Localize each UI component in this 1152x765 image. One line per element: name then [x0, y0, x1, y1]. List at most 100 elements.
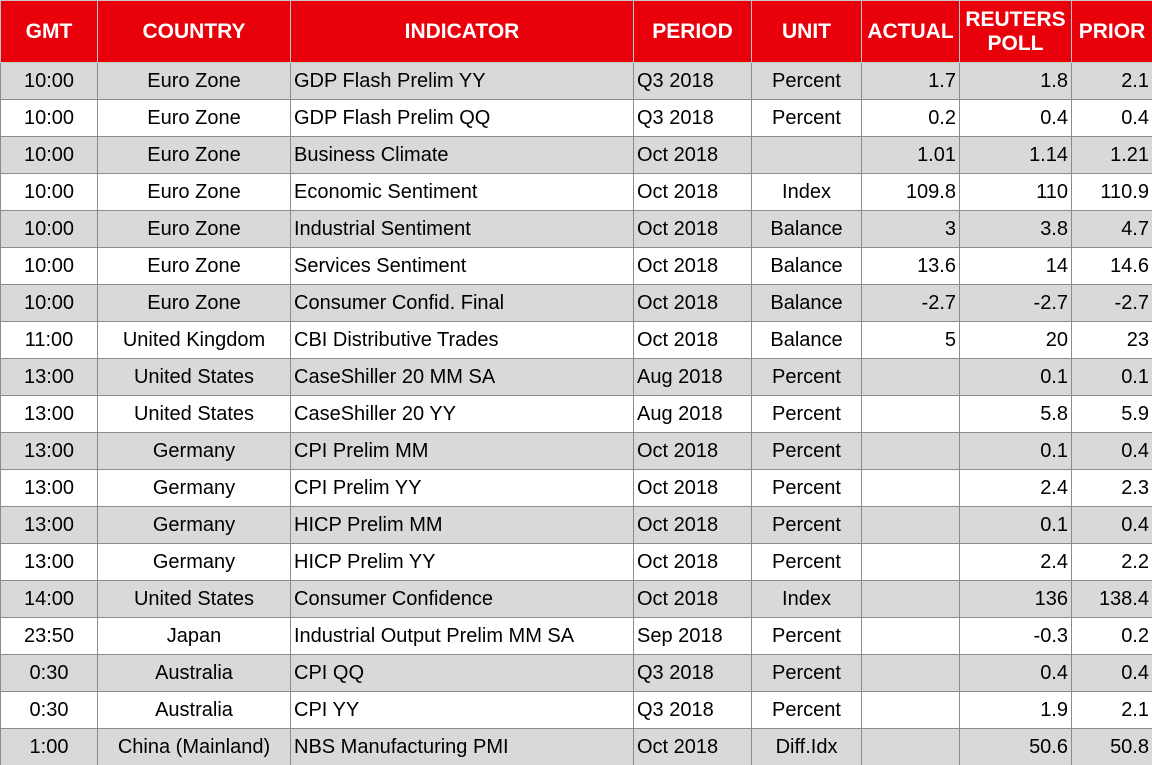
table-cell: 0.2 — [861, 99, 960, 137]
table-cell: 0.4 — [1071, 654, 1152, 692]
table-cell: China (Mainland) — [97, 728, 291, 765]
table-cell: Diff.Idx — [751, 728, 862, 765]
table-cell — [861, 728, 960, 765]
table-cell: 13:00 — [0, 432, 98, 470]
table-cell: 4.7 — [1071, 210, 1152, 248]
table-cell: 0.1 — [959, 432, 1072, 470]
table-cell: 5.9 — [1071, 395, 1152, 433]
table-cell: Oct 2018 — [633, 247, 752, 285]
table-cell: Percent — [751, 99, 862, 137]
table-cell: 10:00 — [0, 284, 98, 322]
table-cell: 0.2 — [1071, 617, 1152, 655]
table-cell: Balance — [751, 284, 862, 322]
table-cell: Percent — [751, 654, 862, 692]
table-cell: 10:00 — [0, 247, 98, 285]
table-cell: 5.8 — [959, 395, 1072, 433]
column-header: PERIOD — [633, 0, 752, 63]
table-cell: Australia — [97, 654, 291, 692]
table-row: 13:00 Germany CPI Prelim MM Oct 2018 Percent… — [0, 432, 1152, 470]
column-header: PRIOR — [1071, 0, 1152, 63]
table-row: 10:00 Euro Zone Services Sentiment Oct 2018… — [0, 247, 1152, 285]
table-cell — [751, 136, 862, 174]
column-header: REUTERS POLL — [959, 0, 1072, 63]
table-cell: HICP Prelim MM — [290, 506, 634, 544]
table-cell: CaseShiller 20 YY — [290, 395, 634, 433]
table-cell: Euro Zone — [97, 210, 291, 248]
table-cell: 10:00 — [0, 136, 98, 174]
table-cell: 138.4 — [1071, 580, 1152, 618]
table-body: 10:00 Euro Zone GDP Flash Prelim YY Q3 2018… — [0, 62, 1152, 765]
table-row: 13:00 Germany HICP Prelim MM Oct 2018 Percen… — [0, 506, 1152, 544]
table-cell: NBS Manufacturing PMI — [290, 728, 634, 765]
table-cell: United Kingdom — [97, 321, 291, 359]
table-cell: Germany — [97, 506, 291, 544]
table-cell: Balance — [751, 321, 862, 359]
table-cell: 3.8 — [959, 210, 1072, 248]
table-cell: Percent — [751, 395, 862, 433]
table-cell: Germany — [97, 543, 291, 581]
table-cell: Q3 2018 — [633, 62, 752, 100]
table-cell: Index — [751, 580, 862, 618]
table-cell: Australia — [97, 691, 291, 729]
table-cell: Consumer Confid. Final — [290, 284, 634, 322]
table-cell: Percent — [751, 469, 862, 507]
table-cell: Economic Sentiment — [290, 173, 634, 211]
table-row: 10:00 Euro Zone Consumer Confid. Final Oct … — [0, 284, 1152, 322]
table-cell: Euro Zone — [97, 99, 291, 137]
table-cell: 2.1 — [1071, 62, 1152, 100]
table-row: 11:00 United Kingdom CBI Distributive Trad… — [0, 321, 1152, 359]
table-cell: Balance — [751, 210, 862, 248]
table-cell: Oct 2018 — [633, 506, 752, 544]
table-cell: Index — [751, 173, 862, 211]
table-cell — [861, 432, 960, 470]
table-cell: Oct 2018 — [633, 136, 752, 174]
table-cell: Oct 2018 — [633, 284, 752, 322]
table-cell: 0.4 — [1071, 506, 1152, 544]
table-cell: CPI YY — [290, 691, 634, 729]
table-row: 23:50 Japan Industrial Output Prelim MM SA… — [0, 617, 1152, 655]
table-cell: 0.1 — [1071, 358, 1152, 396]
table-cell: 10:00 — [0, 62, 98, 100]
table-cell: 50.8 — [1071, 728, 1152, 765]
table-cell: 23:50 — [0, 617, 98, 655]
table-cell: 0.1 — [959, 358, 1072, 396]
table-cell: Percent — [751, 617, 862, 655]
table-cell: Euro Zone — [97, 136, 291, 174]
table-cell: HICP Prelim YY — [290, 543, 634, 581]
table-cell: Euro Zone — [97, 173, 291, 211]
table-cell: 50.6 — [959, 728, 1072, 765]
table-cell: 13:00 — [0, 395, 98, 433]
table-cell: 2.4 — [959, 469, 1072, 507]
table-cell: 13:00 — [0, 506, 98, 544]
table-row: 14:00 United States Consumer Confidence Oct… — [0, 580, 1152, 618]
table-cell: -0.3 — [959, 617, 1072, 655]
table-cell: Q3 2018 — [633, 99, 752, 137]
table-cell: 0.4 — [1071, 432, 1152, 470]
table-cell: 0.1 — [959, 506, 1072, 544]
table-cell: CaseShiller 20 MM SA — [290, 358, 634, 396]
table-cell: 13:00 — [0, 469, 98, 507]
table-cell: 1:00 — [0, 728, 98, 765]
table-row: 10:00 Euro Zone Economic Sentiment Oct 2018… — [0, 173, 1152, 211]
table-row: 0:30 Australia CPI QQ Q3 2018 Percent 0.4 0.4 — [0, 654, 1152, 692]
table-cell: Germany — [97, 469, 291, 507]
table-cell: Oct 2018 — [633, 728, 752, 765]
table-cell: 1.21 — [1071, 136, 1152, 174]
table-cell: 2.2 — [1071, 543, 1152, 581]
table-cell: 13:00 — [0, 358, 98, 396]
table-cell: CPI Prelim MM — [290, 432, 634, 470]
table-cell: GDP Flash Prelim YY — [290, 62, 634, 100]
table-cell: Oct 2018 — [633, 173, 752, 211]
table-cell — [861, 358, 960, 396]
table-cell: Consumer Confidence — [290, 580, 634, 618]
table-cell: Aug 2018 — [633, 358, 752, 396]
table-cell: 0:30 — [0, 654, 98, 692]
table-cell: 1.9 — [959, 691, 1072, 729]
table-cell: Oct 2018 — [633, 543, 752, 581]
column-header: INDICATOR — [290, 0, 634, 63]
table-cell: Euro Zone — [97, 247, 291, 285]
table-cell: 109.8 — [861, 173, 960, 211]
table-cell: 5 — [861, 321, 960, 359]
table-cell: Germany — [97, 432, 291, 470]
table-row: 1:00 China (Mainland) NBS Manufacturing PM… — [0, 728, 1152, 765]
